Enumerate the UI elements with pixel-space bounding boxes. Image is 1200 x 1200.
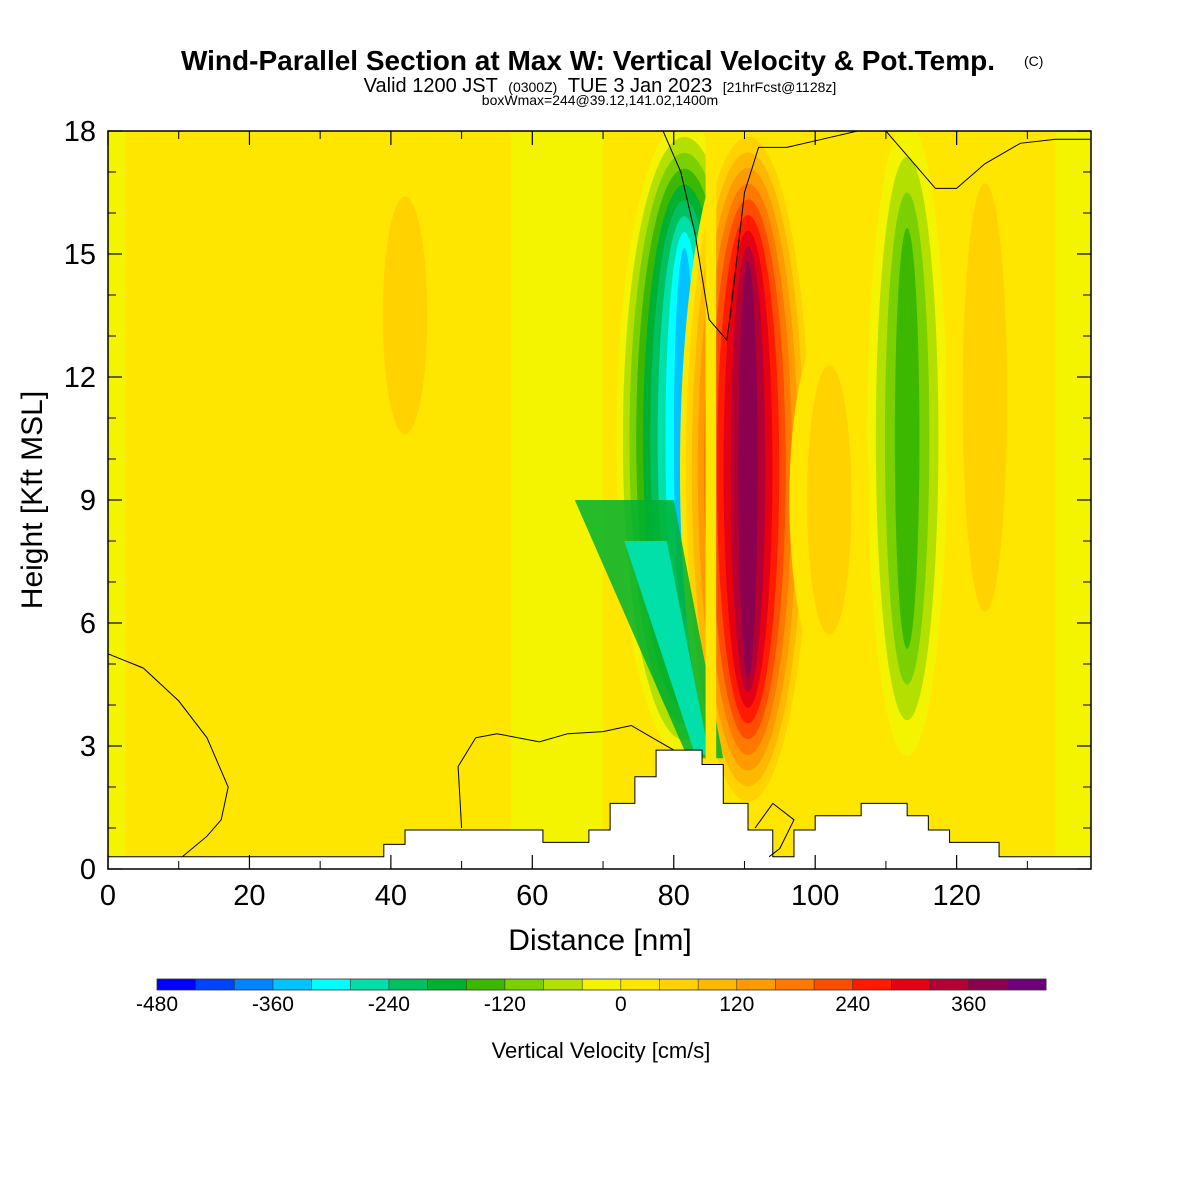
colorbar-swatch — [620, 979, 660, 990]
colorbar-swatch — [930, 979, 970, 990]
y-tick-label: 12 — [64, 362, 96, 394]
field-contour-1-10 — [738, 262, 758, 677]
colorbar-tick-label: 0 — [615, 993, 627, 1016]
colorbar-tick-label: -360 — [252, 993, 294, 1016]
y-tick-label: 9 — [80, 485, 96, 517]
x-axis-label: Distance [nm] — [508, 924, 691, 957]
colorbar-swatch — [157, 979, 197, 990]
y-tick-label: 6 — [80, 608, 96, 640]
pot-temp-contour-1 — [457, 724, 675, 829]
valid-date: TUE 3 Jan 2023 — [568, 75, 713, 97]
colorbar-tick-label: -120 — [484, 993, 526, 1016]
colorbar-swatch — [1007, 979, 1047, 990]
x-tick-label: 100 — [791, 880, 839, 912]
colorbar-tick-label: 360 — [951, 993, 986, 1016]
y-tick-label: 3 — [80, 731, 96, 763]
pot-temp-contours — [108, 131, 1091, 858]
colorbar-swatch — [466, 979, 506, 990]
copyright-mark: (C) — [1024, 53, 1043, 69]
velocity-field — [108, 131, 1091, 869]
pot-temp-contour-4 — [754, 802, 795, 858]
colorbar-tick-label: -480 — [136, 993, 178, 1016]
colorbar-tick-label: -240 — [368, 993, 410, 1016]
terrain — [108, 749, 1091, 869]
valid-utc: (0300Z) — [508, 79, 557, 95]
valid-time: Valid 1200 JST (0300Z) TUE 3 Jan 2023 [2… — [364, 75, 837, 97]
colorbar-swatch — [582, 979, 622, 990]
colorbar-frame — [156, 978, 1047, 991]
field-contour-4-2 — [382, 196, 428, 435]
plot-area — [108, 131, 1091, 869]
y-tick-label: 18 — [64, 116, 96, 148]
x-tick-label: 120 — [932, 880, 980, 912]
colorbar-swatch — [350, 979, 390, 990]
colorbar-tick-label: 120 — [719, 993, 754, 1016]
colorbar-swatch — [775, 979, 815, 990]
colorbar-tick-label: 240 — [835, 993, 870, 1016]
y-tick-label: 0 — [80, 854, 96, 886]
x-tick-label: 0 — [100, 880, 116, 912]
x-tick-label: 80 — [658, 880, 690, 912]
pot-temp-contour-0 — [108, 653, 229, 858]
colorbar-swatch — [311, 979, 351, 990]
zero-line-band — [705, 131, 717, 763]
colorbar-swatch — [388, 979, 429, 990]
downdraft-tail-core — [624, 541, 710, 755]
colorbar-swatch — [891, 979, 931, 990]
colorbar-swatch — [814, 979, 854, 990]
field-contour-5-2 — [807, 365, 852, 635]
pot-temp-contour-2 — [662, 131, 858, 342]
valid-local: Valid 1200 JST — [364, 75, 498, 97]
pot-temp-contour-3 — [885, 131, 1091, 189]
x-tick-label: 20 — [233, 880, 265, 912]
colorbar-swatch — [504, 979, 545, 990]
x-tick-label: 40 — [375, 880, 407, 912]
colorbar-swatch — [659, 979, 699, 990]
y-tick-label: 15 — [64, 239, 96, 271]
axes: 0 20 40 60 80 100 120 0 3 6 9 12 15 18 — [64, 116, 1091, 912]
x-tick-label: 60 — [516, 880, 548, 912]
colorbar-swatch — [234, 979, 274, 990]
colorbar-swatch — [852, 979, 892, 990]
field-contour-3-2 — [962, 183, 1008, 612]
box-wmax-info: boxWmax=244@39.12,141.02,1400m — [482, 92, 718, 108]
colorbar-swatch — [195, 979, 235, 990]
colorbar-swatch — [543, 979, 583, 990]
y-axis-label: Height [Kft MSL] — [16, 391, 49, 609]
colorbar-swatch — [427, 979, 467, 990]
field-contour-2-4 — [894, 228, 920, 649]
colorbar-swatch — [272, 979, 313, 990]
colorbar: -480 -360 -240 -120 0 120 240 360 — [136, 978, 1047, 1016]
chart-title: Wind-Parallel Section at Max W: Vertical… — [181, 45, 995, 76]
colorbar-swatch — [698, 979, 738, 990]
colorbar-swatch — [736, 979, 776, 990]
forecast-info: [21hrFcst@1128z] — [723, 79, 837, 95]
colorbar-label: Vertical Velocity [cm/s] — [492, 1038, 711, 1063]
colorbar-swatch — [968, 979, 1008, 990]
